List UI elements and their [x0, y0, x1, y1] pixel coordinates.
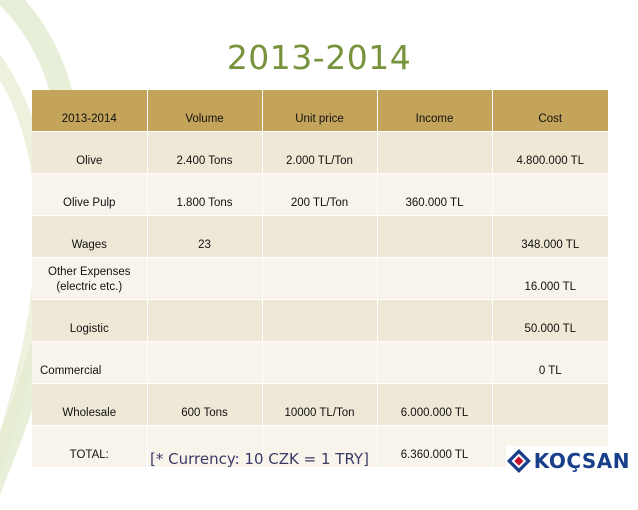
table-cell	[262, 215, 378, 258]
table-header-row: 2013-2014 Volume Unit price Income Cost	[32, 90, 608, 132]
header-cell: Unit price	[262, 90, 378, 132]
table-row: Wholesale 600 Tons 10000 TL/Ton 6.000.00…	[32, 383, 608, 426]
header-cell: Cost	[492, 90, 608, 132]
cost-table: 2013-2014 Volume Unit price Income Cost …	[32, 90, 608, 468]
table-cell: 200 TL/Ton	[262, 173, 378, 216]
table-row: Olive 2.400 Tons 2.000 TL/Ton 4.800.000 …	[32, 131, 608, 174]
table-cell	[492, 173, 608, 216]
table-cell	[147, 425, 263, 468]
table-cell: 23	[147, 215, 263, 258]
table-cell	[262, 299, 378, 342]
table-cell: 4.800.000 TL	[492, 131, 608, 174]
table-cell	[492, 383, 608, 426]
table-row: Wages 23 348.000 TL	[32, 215, 608, 258]
table-cell: Olive Pulp	[32, 173, 148, 216]
table-cell	[262, 257, 378, 300]
table-cell: Logistic	[32, 299, 148, 342]
logo-text: KOÇSAN	[533, 449, 630, 473]
table-row: Olive Pulp 1.800 Tons 200 TL/Ton 360.000…	[32, 173, 608, 216]
table-row: Logistic 50.000 TL	[32, 299, 608, 342]
table-cell: Commercial	[32, 341, 148, 384]
table-cell: 348.000 TL	[492, 215, 608, 258]
table-row: Other Expenses (electric etc.) 16.000 TL	[32, 257, 608, 300]
table-cell: 2.000 TL/Ton	[262, 131, 378, 174]
table-cell: Wholesale	[32, 383, 148, 426]
page-title: 2013-2014	[226, 38, 412, 77]
table-cell: 16.000 TL	[492, 257, 608, 300]
kocsan-logo-icon	[506, 449, 531, 473]
table-cell	[262, 425, 378, 468]
table-cell: TOTAL:	[32, 425, 148, 468]
table-cell: Other Expenses (electric etc.)	[32, 257, 148, 300]
currency-footnote: [* Currency: 10 CZK = 1 TRY]	[150, 450, 369, 468]
table-cell: 10000 TL/Ton	[262, 383, 378, 426]
table-cell: 6.360.000 TL	[377, 425, 493, 468]
table-cell: 2.400 Tons	[147, 131, 263, 174]
table-cell	[147, 299, 263, 342]
header-cell: 2013-2014	[32, 90, 148, 132]
table-row: Commercial 0 TL	[32, 341, 608, 384]
table-cell	[377, 299, 493, 342]
table-cell: 600 Tons	[147, 383, 263, 426]
table-cell: 50.000 TL	[492, 299, 608, 342]
table-cell	[377, 215, 493, 258]
company-logo: KOÇSAN	[506, 446, 630, 476]
table-cell	[147, 257, 263, 300]
table-cell	[262, 341, 378, 384]
table-cell	[377, 131, 493, 174]
table-cell: 6.000.000 TL	[377, 383, 493, 426]
table-cell: Wages	[32, 215, 148, 258]
table-cell	[147, 341, 263, 384]
table-cell	[377, 341, 493, 384]
header-cell: Volume	[147, 90, 263, 132]
table-cell: 1.800 Tons	[147, 173, 263, 216]
table-cell: Olive	[32, 131, 148, 174]
table-cell: 0 TL	[492, 341, 608, 384]
table-cell: 360.000 TL	[377, 173, 493, 216]
header-cell: Income	[377, 90, 493, 132]
table-cell	[377, 257, 493, 300]
